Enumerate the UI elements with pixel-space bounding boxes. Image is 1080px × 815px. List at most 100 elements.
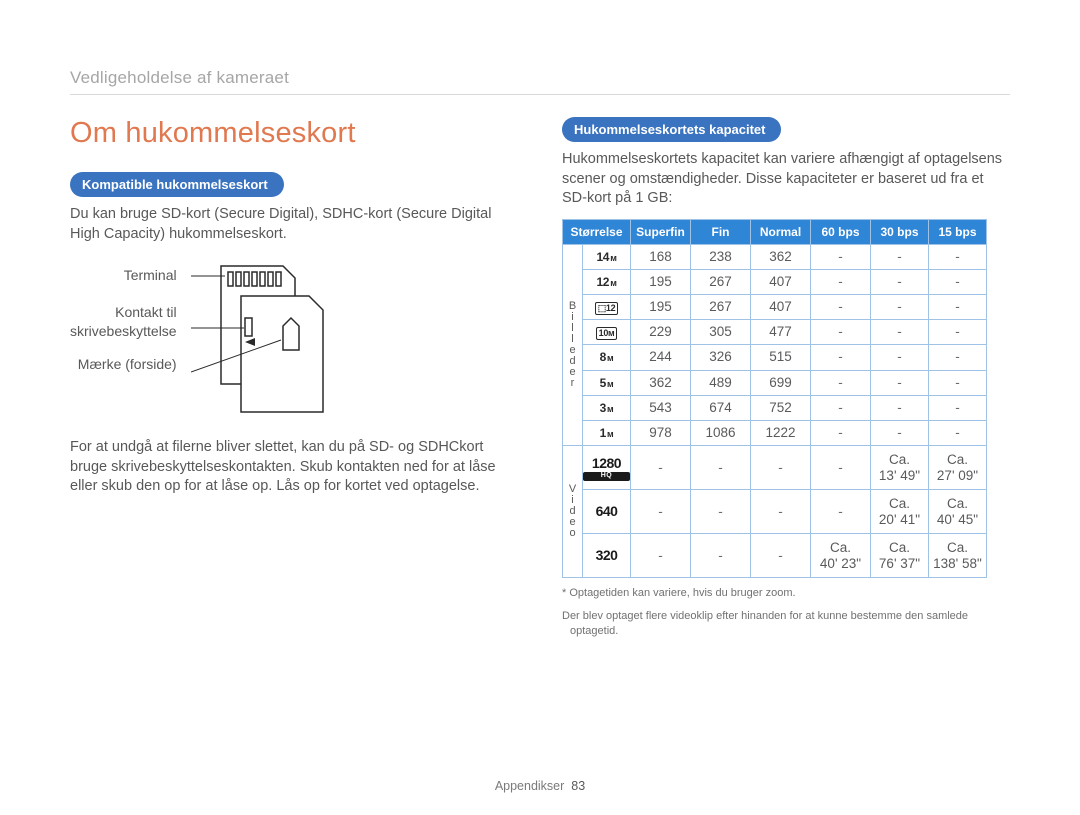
capacity-cell: - xyxy=(691,534,751,578)
size-14m: 14м xyxy=(583,244,631,269)
capacity-cell: - xyxy=(811,490,871,534)
right-column: Hukommelseskortets kapacitet Hukommelses… xyxy=(562,117,1010,639)
breadcrumb: Vedligeholdelse af kameraet xyxy=(70,68,1010,88)
capacity-cell: - xyxy=(929,295,987,320)
size-1280HQ: 1280HQ xyxy=(583,446,631,490)
capacity-cell: 267 xyxy=(691,295,751,320)
size-320: 320 xyxy=(583,534,631,578)
compatible-cards-text: Du kan bruge SD-kort (Secure Digital), S… xyxy=(70,205,520,244)
capacity-cell: - xyxy=(871,320,929,345)
divider xyxy=(70,94,1010,95)
capacity-cell: - xyxy=(631,446,691,490)
capacity-cell: 674 xyxy=(691,395,751,420)
capacity-cell: - xyxy=(631,534,691,578)
capacity-cell: 326 xyxy=(691,345,751,370)
capacity-cell: 229 xyxy=(631,320,691,345)
footnote-clips: Der blev optaget flere videoklip efter h… xyxy=(562,609,1010,639)
capacity-cell: Ca.27' 09" xyxy=(929,446,987,490)
capacity-cell: - xyxy=(929,395,987,420)
two-column-layout: Om hukommelseskort Kompatible hukommelse… xyxy=(70,117,1010,639)
section-pill-compatible-cards: Kompatible hukommelseskort xyxy=(70,172,284,197)
capacity-cell: Ca.138' 58" xyxy=(929,534,987,578)
capacity-cell: Ca.13' 49" xyxy=(871,446,929,490)
label-brand: Mærke (forside) xyxy=(70,355,177,374)
capacity-cell: 515 xyxy=(751,345,811,370)
page-footer: Appendikser 83 xyxy=(0,779,1080,793)
capacity-cell: - xyxy=(811,244,871,269)
capacity-cell: - xyxy=(751,534,811,578)
size-1m: 1м xyxy=(583,421,631,446)
capacity-cell: - xyxy=(871,345,929,370)
label-lock: Kontakt til skrivebeskyttelse xyxy=(70,303,177,341)
capacity-cell: - xyxy=(929,421,987,446)
capacity-cell: Ca.76' 37" xyxy=(871,534,929,578)
capacity-cell: - xyxy=(811,446,871,490)
footer-page-number: 83 xyxy=(571,779,585,793)
capacity-cell: Ca.20' 41" xyxy=(871,490,929,534)
capacity-cell: 1222 xyxy=(751,421,811,446)
capacity-cell: 238 xyxy=(691,244,751,269)
capacity-cell: - xyxy=(811,320,871,345)
size-10m: 10м xyxy=(583,320,631,345)
sd-card-icon xyxy=(191,264,331,414)
capacity-cell: 305 xyxy=(691,320,751,345)
size-5m: 5м xyxy=(583,370,631,395)
label-terminal: Terminal xyxy=(70,266,177,285)
capacity-cell: 489 xyxy=(691,370,751,395)
capacity-cell: - xyxy=(691,446,751,490)
size-8m: 8м xyxy=(583,345,631,370)
capacity-cell: 195 xyxy=(631,269,691,294)
capacity-cell: - xyxy=(871,370,929,395)
sd-card-labels: Terminal Kontakt til skrivebeskyttelse M… xyxy=(70,264,177,392)
capacity-cell: - xyxy=(871,244,929,269)
capacity-cell: - xyxy=(751,446,811,490)
size-3m: 3м xyxy=(583,395,631,420)
capacity-cell: - xyxy=(811,421,871,446)
capacity-cell: - xyxy=(871,269,929,294)
capacity-intro-text: Hukommelseskortets kapacitet kan variere… xyxy=(562,150,1010,209)
capacity-cell: 752 xyxy=(751,395,811,420)
capacity-cell: - xyxy=(871,421,929,446)
capacity-cell: Ca.40' 23" xyxy=(811,534,871,578)
capacity-cell: - xyxy=(751,490,811,534)
capacity-cell: - xyxy=(929,244,987,269)
capacity-cell: - xyxy=(811,269,871,294)
capacity-cell: - xyxy=(811,395,871,420)
capacity-cell: - xyxy=(929,370,987,395)
capacity-table: StørrelseSuperfinFinNormal60 bps30 bps15… xyxy=(562,219,987,579)
capacity-cell: 477 xyxy=(751,320,811,345)
footnote-zoom: * Optagetiden kan variere, hvis du bruge… xyxy=(562,586,1010,601)
size-640: 640 xyxy=(583,490,631,534)
capacity-cell: 978 xyxy=(631,421,691,446)
size-12m: 12м xyxy=(583,269,631,294)
size-w12m: ⬚12 xyxy=(583,295,631,320)
capacity-cell: 244 xyxy=(631,345,691,370)
page-title: Om hukommelseskort xyxy=(70,117,520,150)
sd-card-figure: Terminal Kontakt til skrivebeskyttelse M… xyxy=(70,264,520,414)
rowgroup-images: Billeder xyxy=(563,244,583,446)
capacity-cell: - xyxy=(871,395,929,420)
capacity-cell: - xyxy=(691,490,751,534)
rowgroup-video: Video xyxy=(563,446,583,578)
capacity-cell: 543 xyxy=(631,395,691,420)
capacity-cell: - xyxy=(929,345,987,370)
capacity-cell: 407 xyxy=(751,269,811,294)
capacity-cell: 195 xyxy=(631,295,691,320)
capacity-cell: 362 xyxy=(631,370,691,395)
capacity-cell: 407 xyxy=(751,295,811,320)
capacity-cell: Ca.40' 45" xyxy=(929,490,987,534)
capacity-cell: 1086 xyxy=(691,421,751,446)
left-column: Om hukommelseskort Kompatible hukommelse… xyxy=(70,117,520,639)
capacity-cell: - xyxy=(871,295,929,320)
capacity-cell: - xyxy=(631,490,691,534)
capacity-cell: - xyxy=(811,295,871,320)
capacity-cell: - xyxy=(811,370,871,395)
capacity-cell: 362 xyxy=(751,244,811,269)
capacity-cell: - xyxy=(811,345,871,370)
capacity-cell: 168 xyxy=(631,244,691,269)
capacity-cell: - xyxy=(929,320,987,345)
section-pill-capacity: Hukommelseskortets kapacitet xyxy=(562,117,781,142)
capacity-cell: 699 xyxy=(751,370,811,395)
write-protect-note: For at undgå at filerne bliver slettet, … xyxy=(70,438,520,497)
capacity-cell: - xyxy=(929,269,987,294)
